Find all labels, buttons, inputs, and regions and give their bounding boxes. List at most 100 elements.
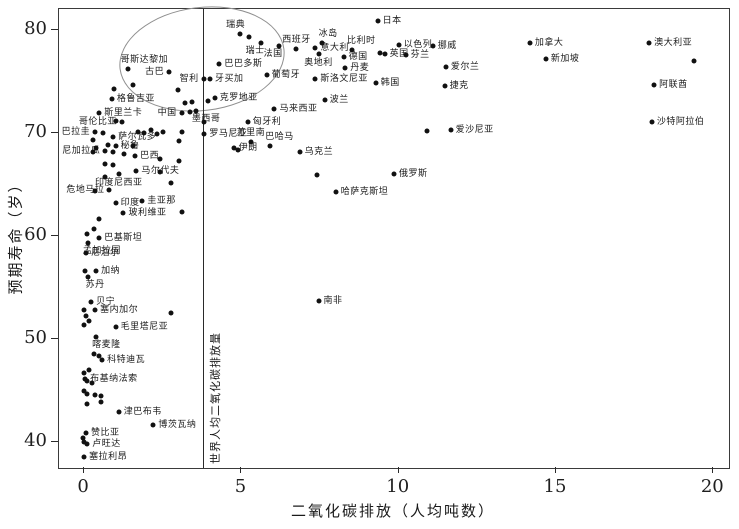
data-point [430,43,436,49]
data-point-label: 巴西 [140,151,160,162]
data-point-label: 阿联酋 [659,80,688,91]
data-point [316,298,321,304]
data-point-label: 哥斯达黎加 [120,54,169,65]
data-point [246,34,252,40]
data-point [82,268,88,274]
data-point-label: 芬兰 [410,50,430,61]
data-point [92,188,98,194]
data-point [90,149,96,155]
data-point [81,454,87,460]
data-point-label: 澳大利亚 [654,38,693,49]
data-point [312,45,318,51]
plot-area: 世界人均二氧化碳排放量 日本 瑞典 瑞士 法国 西班牙 冰岛 意大利 比利时 以色列 挪威 英国 芬兰奥… [58,0,730,469]
data-point-label: 英国 [389,49,409,60]
data-point [84,391,90,397]
data-point [110,162,116,168]
data-point [102,161,108,167]
data-point [81,388,87,394]
data-point [207,76,213,82]
data-point [293,46,299,52]
data-point-label: 奥地利 [304,58,333,69]
data-point [312,76,318,82]
data-point [166,69,172,75]
data-point [651,82,657,88]
data-point [84,441,90,447]
data-point [109,96,115,102]
data-point [201,131,207,137]
data-point [91,351,97,356]
data-point [377,50,383,56]
data-point-label: 匈牙利 [252,117,282,128]
world-average-line-label: 世界人均二氧化碳排放量 [209,332,223,464]
data-point [89,380,95,386]
data-point [176,138,182,144]
data-point-label: 墨西哥 [191,114,221,125]
y-tick-mark [51,441,58,443]
data-point [113,118,119,124]
data-point [85,240,91,246]
data-point-label: 以色列 [403,40,433,51]
data-point [403,52,409,58]
data-point-label: 印度尼西亚 [94,178,143,189]
data-point-label: 斯里兰卡 [104,108,143,119]
data-point [187,109,193,115]
data-point [391,171,397,177]
data-point [175,87,181,93]
data-point [148,127,154,133]
data-point [264,72,270,78]
data-point-label: 斯洛文尼亚 [320,74,368,85]
data-point [182,100,188,106]
x-tick-label: 10 [386,476,410,497]
data-point [93,145,99,151]
data-point-label: 中国 [157,108,177,119]
data-point [543,56,549,61]
data-point [132,153,138,159]
data-point [189,99,195,105]
data-point [96,110,102,116]
data-point [116,409,122,415]
data-point [93,334,99,340]
data-point-label: 巴基斯坦 [104,232,143,243]
data-point [110,149,116,155]
data-point-label: 伊朗 [238,142,258,153]
data-point-label: 古巴 [145,66,165,77]
data-point [179,129,185,135]
data-point [201,76,207,82]
data-point [83,250,89,256]
data-point [527,40,533,46]
data-point [96,235,102,241]
x-tick-label: 5 [234,476,247,497]
data-point [133,168,139,174]
x-tick-label: 15 [543,476,567,497]
data-point [443,64,449,70]
data-point [179,209,185,215]
data-point-label: 新加坡 [550,53,580,64]
data-point [110,134,116,140]
data-point [98,399,104,405]
data-point-label: 智利 [179,73,199,84]
x-tick-label: 0 [77,476,89,497]
data-point [120,210,126,216]
data-point [98,393,104,399]
data-point [157,156,163,162]
data-point [99,357,105,363]
data-point-label: 哈萨克斯坦 [340,187,389,198]
data-point-label: 挪威 [437,41,457,52]
data-point-label: 乌克兰 [304,147,334,158]
data-point-label: 赞比亚 [91,427,120,438]
data-point [84,231,90,237]
data-point-label: 圭亚那 [147,195,176,206]
data-point-label: 爱尔兰 [450,62,480,73]
data-point [205,98,211,104]
data-point [93,268,99,274]
data-point [157,169,163,175]
data-point [139,198,145,204]
data-point [646,40,652,46]
data-point-label: 尼泊尔 [91,248,120,259]
data-point-label: 日本 [382,16,402,27]
data-point-label: 韩国 [380,78,400,89]
data-point [91,226,97,232]
y-tick-mark [51,131,58,133]
data-point [96,216,102,222]
